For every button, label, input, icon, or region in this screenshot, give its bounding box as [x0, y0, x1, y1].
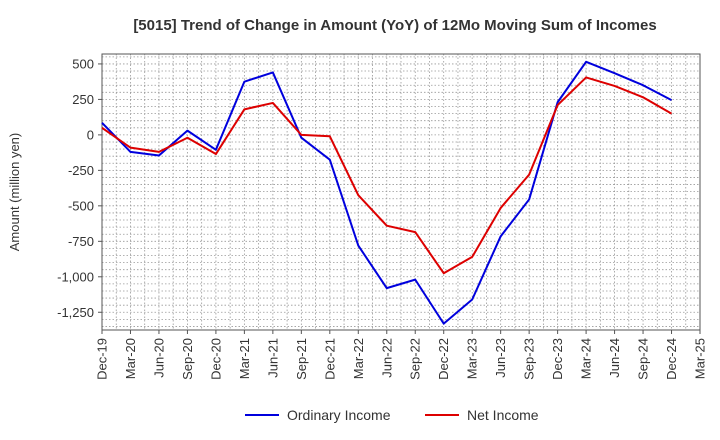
x-tick-label: Sep-22 — [408, 338, 423, 380]
y-tick-label: -1,250 — [57, 305, 94, 320]
x-tick-label: Dec-20 — [208, 338, 223, 380]
x-tick-label: Mar-25 — [693, 338, 708, 379]
x-tick-label: Jun-21 — [265, 338, 280, 378]
x-tick-label: Sep-24 — [636, 338, 651, 380]
x-tick-label: Jun-24 — [607, 338, 622, 378]
x-tick-label: Mar-22 — [351, 338, 366, 379]
x-tick-label: Jun-23 — [493, 338, 508, 378]
y-tick-label: -250 — [68, 163, 94, 178]
series-lines — [101, 60, 673, 325]
x-tick-label: Sep-20 — [180, 338, 195, 380]
x-tick-label: Sep-21 — [294, 338, 309, 380]
x-tick-label: Jun-22 — [379, 338, 394, 378]
grid — [101, 54, 700, 330]
plot-area — [101, 53, 701, 331]
x-tick-label: Sep-23 — [522, 338, 537, 380]
x-tick-label: Dec-23 — [550, 338, 565, 380]
y-tick-label: -750 — [68, 234, 94, 249]
y-axis-label: Amount (million yen) — [7, 133, 22, 252]
legend-label-ordinary-income: Ordinary Income — [287, 407, 391, 423]
x-tick-label: Dec-19 — [95, 338, 110, 380]
series-line-ordinary-income — [101, 60, 672, 325]
x-tick-label: Dec-22 — [436, 338, 451, 380]
y-tick-label: -1,000 — [57, 269, 94, 284]
series-line-net-income — [101, 76, 673, 275]
legend-label-net-income: Net Income — [467, 407, 539, 423]
x-tick-label: Mar-20 — [123, 338, 138, 379]
y-tick-label: 0 — [87, 127, 94, 142]
y-tick-label: 250 — [72, 92, 94, 107]
x-tick-label: Dec-21 — [322, 338, 337, 380]
x-tick-label: Mar-23 — [465, 338, 480, 379]
chart-title: [5015] Trend of Change in Amount (YoY) o… — [133, 17, 656, 34]
x-tick-label: Mar-24 — [579, 338, 594, 379]
x-tick-label: Jun-20 — [151, 338, 166, 378]
y-tick-label: 500 — [72, 56, 94, 71]
y-tick-label: -500 — [68, 198, 94, 213]
x-tick-labels: Dec-19 Mar-20 Jun-20 Sep-20 Dec-20 Mar-21 Jun-… — [95, 330, 708, 380]
y-tick-labels: 500 250 0 -250 -500 -750 -1,000 -1,250 — [57, 56, 102, 320]
x-tick-label: Mar-21 — [237, 338, 252, 379]
x-tick-label: Dec-24 — [664, 338, 679, 380]
legend: Ordinary Income Net Income — [245, 407, 539, 423]
